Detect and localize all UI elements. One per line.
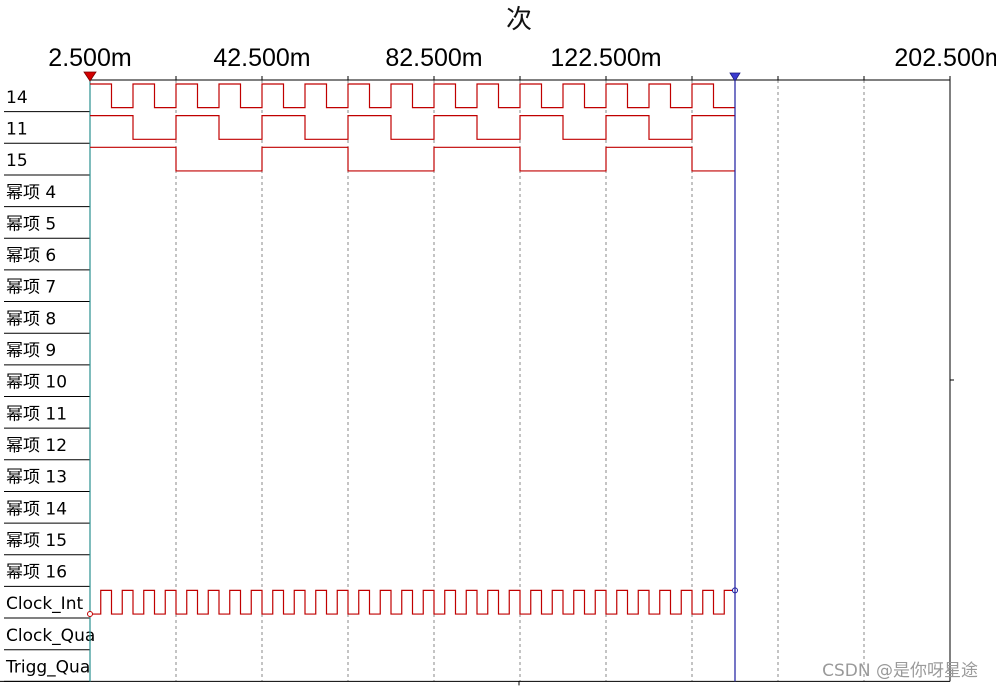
time-tick-label: 2.500m [48, 44, 131, 72]
channel-rows: 14 11 15 幂项 4 幂项 5 幂项 6 幂项 7 幂项 8 幂项 9 幂项 10 幂项 11… [4, 80, 95, 682]
time-grid [0, 76, 954, 686]
channel-label[interactable]: 幂项 10 [6, 373, 67, 393]
channel-label[interactable]: 幂项 12 [6, 436, 67, 456]
time-axis-labels: 2.500m 42.500m 82.500m 122.500m 202.500m [48, 44, 996, 72]
channel-label[interactable]: Trigg_Qua [5, 658, 90, 678]
channel-label[interactable]: 幂项 8 [6, 309, 56, 329]
channel-label[interactable]: Clock_Qua [6, 626, 95, 646]
waveform-clock-int [90, 589, 735, 615]
channel-label[interactable]: 幂项 16 [6, 563, 67, 583]
channel-label[interactable]: 14 [6, 88, 28, 108]
waveform-start-marker [87, 611, 93, 618]
time-tick-label: 202.500m [894, 44, 996, 72]
channel-label[interactable]: 幂项 14 [6, 499, 67, 519]
waveform-14 [90, 83, 735, 109]
waveforms [87, 83, 738, 618]
channel-label[interactable]: Clock_Int [6, 594, 83, 614]
watermark-text: CSDN @是你呀星途 [822, 661, 978, 681]
time-tick-label: 42.500m [213, 44, 310, 72]
channel-label[interactable]: 幂项 13 [6, 468, 67, 488]
right-cursor-handle-icon[interactable] [729, 72, 741, 82]
channel-label[interactable]: 幂项 5 [6, 214, 56, 234]
channel-label[interactable]: 11 [6, 119, 28, 139]
channel-label[interactable]: 幂项 4 [6, 183, 56, 203]
waveform-11 [90, 115, 735, 140]
channel-label[interactable]: 幂项 15 [6, 531, 67, 551]
window-title: 次 [506, 5, 532, 35]
time-cursors[interactable] [83, 71, 741, 682]
channel-label[interactable]: 15 [6, 151, 28, 171]
channel-label[interactable]: 幂项 6 [6, 246, 56, 266]
channel-label[interactable]: 幂项 7 [6, 278, 56, 298]
left-cursor-handle-icon[interactable] [83, 71, 97, 82]
channel-label[interactable]: 幂项 11 [6, 404, 67, 424]
time-tick-label: 122.500m [550, 44, 661, 72]
channel-label[interactable]: 幂项 9 [6, 341, 56, 361]
time-tick-label: 82.500m [385, 44, 482, 72]
waveform-15 [90, 146, 735, 172]
